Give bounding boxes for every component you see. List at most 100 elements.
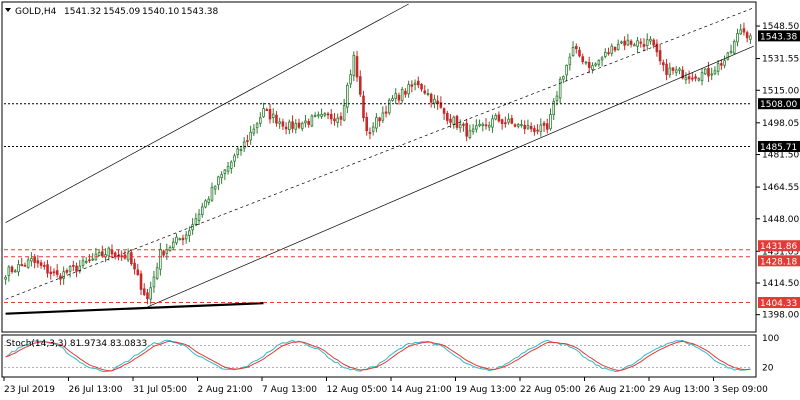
candle-body (320, 114, 323, 117)
candle-body (162, 250, 165, 256)
candle-body (455, 115, 459, 128)
candle-body (46, 264, 49, 274)
time-axis[interactable]: 23 Jul 2019 26 Jul 13:00 31 Jul 05:00 2 Aug… (3, 377, 768, 395)
candle-body (452, 116, 456, 125)
price-tick-label: 1531.55 (762, 55, 799, 65)
candle-body (610, 45, 614, 54)
candle-body (284, 126, 288, 130)
candle-body (126, 252, 130, 261)
candle-body (375, 117, 378, 129)
symbol-dropdown-icon[interactable] (5, 8, 11, 12)
candle-body (697, 78, 701, 81)
price-tick-label: 1431.05 (762, 247, 799, 257)
candle-body (668, 67, 672, 76)
candle-body (552, 101, 556, 116)
candlestick-series (4, 22, 752, 305)
candle-body (271, 113, 275, 118)
trendlines[interactable] (5, 3, 754, 315)
candle-body (494, 114, 497, 120)
candle-body (742, 28, 746, 33)
candle-body (88, 259, 91, 262)
candle-body (213, 185, 217, 190)
candle-body (394, 93, 398, 99)
candle-body (465, 123, 468, 137)
candle-body (333, 118, 336, 122)
chart-header-open: 1541.32 (64, 7, 101, 17)
candle-body (268, 108, 272, 120)
price-tick-label: 1398.00 (762, 311, 799, 321)
candle-body (491, 118, 494, 128)
candle-body (281, 121, 285, 127)
candle-body (487, 124, 491, 128)
candle-body (655, 43, 659, 53)
candle-body (39, 262, 43, 266)
candle-body (188, 230, 191, 236)
candle-body (36, 260, 40, 264)
candle-body (571, 47, 575, 56)
main-chart-panel[interactable]: GOLD,H4 1541.32 1545.09 1540.10 1543.38 (1, 1, 757, 333)
candle-body (371, 126, 375, 132)
candle-body (204, 200, 207, 208)
price-axis[interactable]: 1548.50 1531.55 1515.00 1498.05 1481.50 1464.… (756, 22, 800, 321)
candle-body (497, 114, 501, 122)
horizontal-levels[interactable] (4, 103, 752, 304)
candle-body (623, 40, 626, 46)
candle-body (471, 128, 475, 132)
candle-body (300, 122, 304, 129)
candle-body (97, 252, 101, 256)
candle-body (442, 108, 446, 114)
stoch-main-line (5, 339, 751, 373)
candle-body (529, 125, 533, 130)
candle-body (142, 288, 146, 295)
candle-body (600, 57, 604, 61)
candle-body (4, 276, 7, 280)
time-tick-label: 23 Jul 2019 (4, 385, 55, 395)
candle-body (210, 186, 214, 201)
time-tick-label: 19 Aug 13:00 (456, 385, 517, 395)
level-tag-bg (758, 297, 800, 309)
candle-body (249, 131, 252, 141)
candle-body (500, 119, 504, 124)
candle-body (732, 41, 736, 54)
stochastic-panel[interactable]: Stoch(14,3,3) 81.9734 83.0833 100 20 (1, 334, 779, 378)
candle-body (26, 259, 30, 268)
price-tick-label: 1464.55 (762, 183, 799, 193)
candle-body (681, 69, 684, 79)
candle-body (171, 241, 175, 249)
level-tag-label: 1404.33 (760, 299, 797, 309)
candle-body (626, 39, 630, 46)
candle-body (317, 114, 320, 117)
candle-body (678, 68, 681, 71)
candle-body (520, 124, 523, 126)
candle-body (278, 121, 281, 124)
candle-body (407, 84, 410, 95)
candle-body (526, 125, 530, 129)
stoch-title: Stoch(14,3,3) 81.9734 83.0833 (6, 339, 147, 349)
candle-body (687, 76, 691, 80)
candle-body (433, 98, 436, 104)
candle-body (133, 262, 136, 270)
candle-body (236, 148, 240, 156)
candle-body (33, 257, 36, 263)
candle-body (513, 124, 517, 127)
candle-body (78, 265, 82, 272)
candle-body (439, 102, 443, 108)
stoch-panel-frame (1, 334, 757, 378)
time-tick-label: 2 Aug 21:00 (198, 385, 253, 395)
price-tick-labels: 1548.50 1531.55 1515.00 1498.05 1481.50 1464.… (756, 22, 799, 321)
candle-body (291, 121, 294, 129)
candle-body (17, 264, 20, 273)
candle-body (710, 73, 713, 76)
candle-body (120, 255, 123, 258)
candle-body (510, 118, 514, 124)
candle-body (20, 264, 24, 266)
candle-body (449, 118, 452, 123)
candle-body (423, 90, 427, 94)
candle-body (558, 78, 562, 99)
candle-body (549, 114, 552, 130)
candle-body (262, 108, 265, 118)
candle-body (246, 140, 249, 142)
candle-body (565, 64, 568, 76)
candle-body (378, 117, 381, 122)
